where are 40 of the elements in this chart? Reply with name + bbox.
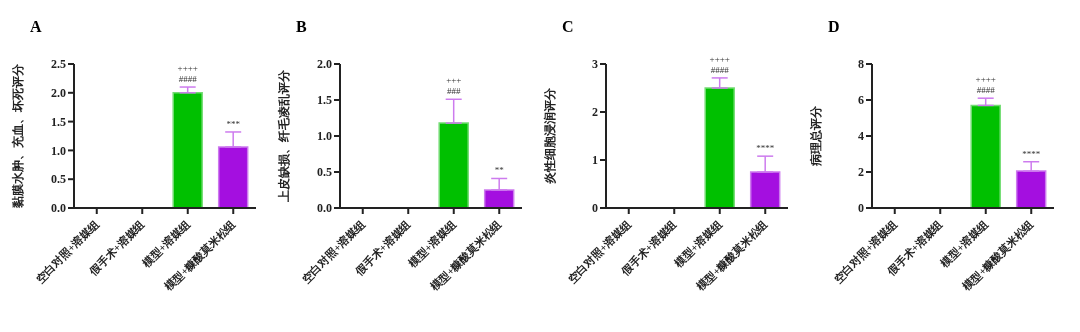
annotation: #### [976, 85, 996, 96]
y-tick-label: 2 [592, 105, 598, 120]
y-tick-label: 8 [858, 57, 864, 72]
annotation: ++++ [975, 74, 996, 85]
y-tick-label: 2.0 [317, 57, 332, 72]
annotation: **** [1022, 148, 1041, 159]
y-tick-label: 1.0 [317, 129, 332, 144]
y-axis-title: 黏膜水肿、充血、坏死评分 [11, 63, 26, 209]
y-tick-label: 0.5 [51, 172, 66, 187]
annotation: #### [178, 74, 198, 85]
annotation: ++++ [709, 53, 730, 64]
y-tick-label: 1.5 [51, 114, 66, 129]
y-tick-label: 0.5 [317, 165, 332, 180]
y-axis-title: 炎性细胞浸润评分 [543, 87, 558, 184]
annotation: ++++ [177, 63, 198, 74]
y-axis-title: 上皮缺损、纤毛凌乱评分 [277, 69, 292, 203]
y-tick-label: 2.5 [51, 57, 66, 72]
y-tick-label: 0.0 [51, 201, 66, 216]
y-tick-label: 3 [592, 57, 598, 72]
chart-title: D [827, 17, 841, 37]
annotation: *** [226, 118, 241, 129]
annotation: ### [447, 86, 461, 97]
chart-title: A [29, 17, 43, 37]
annotation: +++ [446, 75, 462, 86]
chart-title: C [561, 17, 575, 37]
y-tick-label: 1.0 [51, 143, 66, 158]
y-tick-label: 1 [592, 153, 598, 168]
y-tick-label: 0 [858, 201, 864, 216]
annotation: ** [494, 165, 505, 176]
y-tick-label: 2 [858, 165, 864, 180]
annotation: #### [710, 64, 730, 75]
annotation: **** [756, 143, 775, 154]
chart-title: B [295, 17, 308, 37]
y-tick-label: 4 [858, 129, 864, 144]
y-tick-label: 6 [858, 93, 864, 108]
y-tick-label: 2.0 [51, 86, 66, 101]
y-tick-label: 1.5 [317, 93, 332, 108]
y-axis-title: 病理总评分 [809, 105, 824, 167]
y-tick-label: 0.0 [317, 201, 332, 216]
y-tick-label: 0 [592, 201, 598, 216]
